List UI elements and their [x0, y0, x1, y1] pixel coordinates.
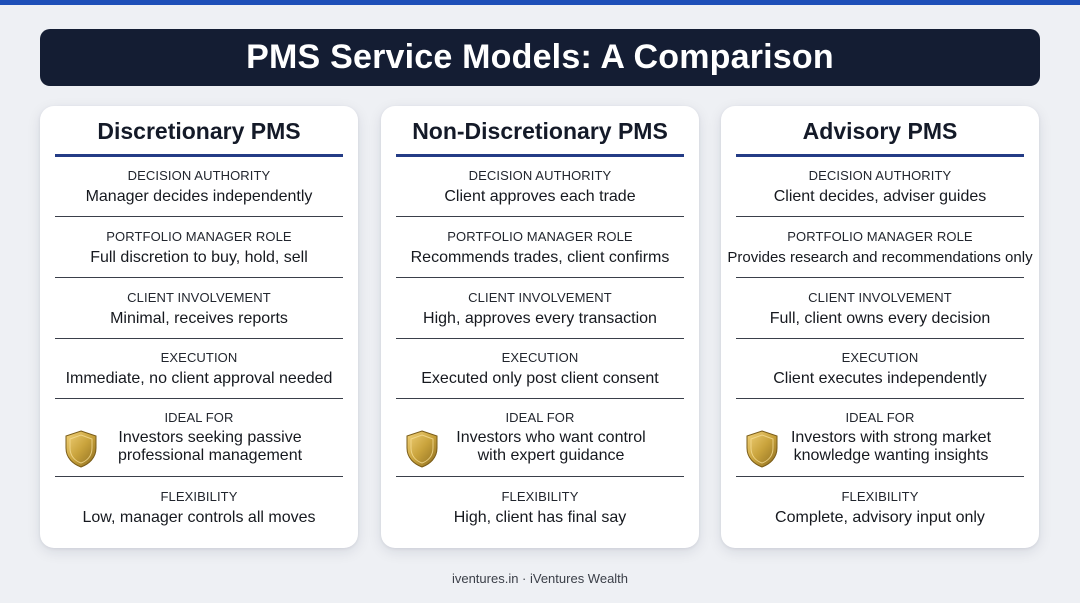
title-banner: PMS Service Models: A Comparison	[40, 29, 1040, 86]
shield-icon	[405, 430, 439, 468]
comparison-row: DECISION AUTHORITY Manager decides indepe…	[40, 168, 358, 207]
row-divider	[55, 398, 343, 399]
row-value: Low, manager controls all moves	[82, 509, 316, 526]
shield-icon	[64, 430, 98, 468]
row-value: High, approves every transaction	[423, 310, 657, 327]
row-value: Minimal, receives reports	[110, 310, 288, 327]
footer-credit: iventures.in · iVentures Wealth	[451, 571, 629, 586]
row-label: IDEAL FOR	[505, 410, 575, 425]
comparison-row: DECISION AUTHORITY Client approves each t…	[381, 168, 699, 207]
row-label: FLEXIBILITY	[501, 489, 579, 504]
comparison-row: FLEXIBILITY High, client has final say	[381, 489, 699, 528]
row-value: Provides research and recommendations on…	[727, 249, 1033, 266]
card-non-discretionary: Non-Discretionary PMS DECISION AUTHORITY C…	[381, 106, 699, 548]
row-divider	[55, 216, 343, 217]
title-rule	[736, 154, 1024, 157]
row-value: professional management	[117, 447, 303, 464]
row-value: Full discretion to buy, hold, sell	[90, 249, 308, 266]
row-label: EXECUTION	[160, 350, 238, 365]
row-value: Client executes independently	[773, 370, 987, 387]
title-rule	[396, 154, 684, 157]
row-value: Investors with strong market	[790, 429, 992, 446]
shield-icon	[745, 430, 779, 468]
card-advisory: Advisory PMS DECISION AUTHORITY Client dec…	[721, 106, 1039, 548]
row-divider	[396, 338, 684, 339]
comparison-row: CLIENT INVOLVEMENT Full, client owns ever…	[721, 290, 1039, 329]
row-label: FLEXIBILITY	[160, 489, 238, 504]
card-title: Advisory PMS	[802, 118, 958, 144]
row-label: DECISION AUTHORITY	[127, 168, 271, 183]
row-value: Complete, advisory input only	[775, 509, 985, 526]
row-label: CLIENT INVOLVEMENT	[468, 290, 612, 305]
row-value: with expert guidance	[477, 447, 625, 464]
comparison-row: PORTFOLIO MANAGER ROLE Full discretion to…	[40, 229, 358, 268]
row-value: Client approves each trade	[444, 188, 636, 205]
row-divider	[736, 277, 1024, 278]
row-label: DECISION AUTHORITY	[468, 168, 612, 183]
row-value: Immediate, no client approval needed	[65, 370, 333, 387]
comparison-row: DECISION AUTHORITY Client decides, advise…	[721, 168, 1039, 207]
row-value: Client decides, adviser guides	[773, 188, 987, 205]
row-label: PORTFOLIO MANAGER ROLE	[106, 229, 292, 244]
row-label: FLEXIBILITY	[841, 489, 919, 504]
row-label: CLIENT INVOLVEMENT	[127, 290, 271, 305]
comparison-row: FLEXIBILITY Complete, advisory input only	[721, 489, 1039, 528]
comparison-row: PORTFOLIO MANAGER ROLE Recommends trades,…	[381, 229, 699, 268]
row-value: Recommends trades, client confirms	[410, 249, 670, 266]
comparison-row: EXECUTION Executed only post client conse…	[381, 350, 699, 389]
row-label: PORTFOLIO MANAGER ROLE	[447, 229, 633, 244]
title-rule	[55, 154, 343, 157]
comparison-row: EXECUTION Client executes independently	[721, 350, 1039, 389]
row-value: Full, client owns every decision	[769, 310, 991, 327]
row-divider	[55, 277, 343, 278]
row-divider	[736, 338, 1024, 339]
comparison-row: CLIENT INVOLVEMENT High, approves every t…	[381, 290, 699, 329]
comparison-row: FLEXIBILITY Low, manager controls all mov…	[40, 489, 358, 528]
row-label: DECISION AUTHORITY	[808, 168, 952, 183]
row-divider	[55, 338, 343, 339]
row-divider	[736, 216, 1024, 217]
comparison-row: PORTFOLIO MANAGER ROLE Provides research …	[721, 229, 1039, 268]
row-value: Investors who want control	[456, 429, 646, 446]
row-label: CLIENT INVOLVEMENT	[808, 290, 952, 305]
comparison-row: IDEAL FOR Investors with strong market kn…	[721, 410, 1039, 468]
row-value: knowledge wanting insights	[793, 447, 989, 464]
comparison-row: IDEAL FOR Investors seeking passive profe…	[40, 410, 358, 468]
comparison-row: IDEAL FOR Investors who want control with…	[381, 410, 699, 468]
row-label: IDEAL FOR	[164, 410, 234, 425]
row-value: Executed only post client consent	[421, 370, 659, 387]
row-divider	[396, 277, 684, 278]
row-label: EXECUTION	[501, 350, 579, 365]
card-title: Non-Discretionary PMS	[412, 118, 668, 144]
row-divider	[396, 476, 684, 477]
comparison-row: CLIENT INVOLVEMENT Minimal, receives repo…	[40, 290, 358, 329]
row-divider	[736, 398, 1024, 399]
row-divider	[55, 476, 343, 477]
card-title: Discretionary PMS	[97, 118, 301, 144]
row-value: Investors seeking passive	[118, 429, 302, 446]
row-label: EXECUTION	[841, 350, 919, 365]
comparison-row: EXECUTION Immediate, no client approval n…	[40, 350, 358, 389]
row-value: High, client has final say	[453, 509, 627, 526]
row-value: Manager decides independently	[85, 188, 313, 205]
row-divider	[396, 398, 684, 399]
top-accent-bar	[0, 0, 1080, 5]
page-title: PMS Service Models: A Comparison	[246, 38, 834, 76]
row-label: IDEAL FOR	[845, 410, 915, 425]
row-divider	[736, 476, 1024, 477]
card-discretionary: Discretionary PMS DECISION AUTHORITY Manag…	[40, 106, 358, 548]
row-divider	[396, 216, 684, 217]
row-label: PORTFOLIO MANAGER ROLE	[787, 229, 973, 244]
